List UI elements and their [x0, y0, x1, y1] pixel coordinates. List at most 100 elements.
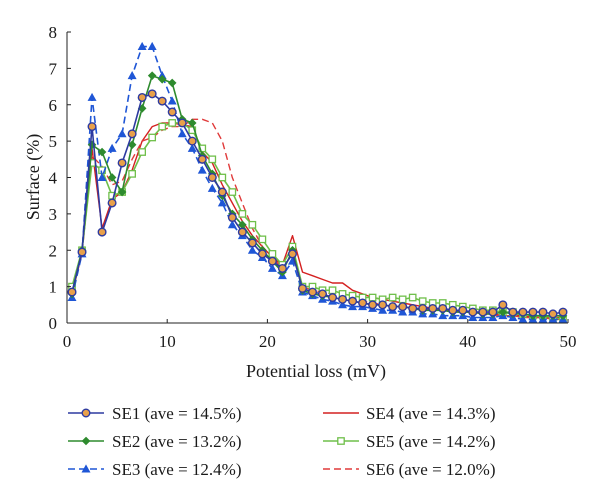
data-point — [208, 155, 217, 164]
data-point — [258, 235, 267, 244]
data-point — [498, 300, 508, 310]
data-point — [197, 154, 207, 164]
y-tick-label: 8 — [49, 23, 58, 42]
data-point — [368, 293, 377, 302]
data-point — [528, 307, 538, 317]
series-layer — [67, 41, 568, 323]
y-tick-label: 2 — [49, 241, 58, 260]
tick-labels: 0 10 20 30 40 50 0 1 2 3 4 5 6 7 8 — [49, 23, 577, 351]
legend-label: SE5 (ave = 14.2%) — [366, 432, 496, 451]
data-point — [238, 210, 247, 218]
data-point — [368, 300, 378, 310]
legend-label: SE4 (ave = 14.3%) — [366, 404, 496, 423]
data-point — [508, 307, 518, 317]
data-point — [338, 300, 348, 309]
data-point — [488, 307, 498, 317]
data-point — [448, 305, 458, 315]
data-point — [228, 188, 237, 196]
legend-swatch-marker — [81, 408, 91, 418]
data-point — [167, 78, 177, 88]
data-point — [207, 183, 217, 192]
series-line — [71, 74, 563, 317]
x-tick-label: 40 — [459, 332, 476, 351]
data-point — [248, 220, 257, 229]
series-line — [71, 93, 564, 315]
data-point — [207, 172, 217, 182]
series-5 — [68, 119, 567, 323]
data-point — [138, 148, 146, 156]
data-point — [227, 220, 237, 229]
data-point — [398, 307, 408, 316]
x-tick-label: 0 — [63, 332, 72, 351]
data-point — [197, 165, 207, 174]
legend-item-se6: SE6 (ave = 12.0%) — [323, 460, 496, 479]
legend-label: SE1 (ave = 14.5%) — [112, 404, 242, 423]
data-point — [408, 293, 417, 302]
legend-label: SE3 (ave = 12.4%) — [112, 460, 242, 479]
data-point — [107, 198, 117, 208]
data-point — [217, 198, 227, 207]
data-point — [97, 147, 107, 157]
data-point — [267, 263, 277, 272]
data-point — [168, 119, 177, 127]
data-point — [548, 309, 558, 319]
y-tick-label: 4 — [49, 169, 58, 188]
data-point — [97, 227, 107, 237]
series-1 — [67, 89, 568, 319]
x-tick-label: 30 — [359, 332, 376, 351]
x-tick-label: 10 — [159, 332, 176, 351]
data-point — [127, 129, 137, 139]
series-line — [71, 45, 563, 321]
data-point — [87, 92, 97, 101]
x-axis-title: Potential loss (mV) — [246, 361, 386, 382]
data-point — [157, 96, 167, 106]
data-point — [277, 263, 287, 273]
y-tick-label: 7 — [49, 59, 58, 78]
data-point — [307, 287, 317, 297]
axes — [66, 31, 569, 324]
data-point — [177, 118, 187, 128]
series-2 — [67, 71, 568, 321]
data-point — [117, 187, 127, 197]
data-point — [187, 143, 197, 152]
y-tick-label: 5 — [49, 132, 58, 151]
data-point — [218, 173, 227, 182]
data-point — [418, 303, 428, 313]
data-point — [498, 307, 508, 317]
data-point — [388, 293, 397, 302]
data-point — [97, 172, 107, 181]
data-point — [257, 249, 267, 259]
data-point — [127, 140, 137, 150]
data-point — [338, 294, 348, 304]
data-point — [187, 136, 197, 146]
data-point — [518, 314, 528, 323]
data-point — [378, 305, 388, 314]
data-point — [428, 303, 438, 313]
series-3 — [67, 41, 568, 323]
data-point — [328, 286, 337, 295]
data-point — [137, 41, 147, 50]
legend-item-se2: SE2 (ave = 13.2%) — [68, 432, 242, 451]
data-point — [468, 312, 478, 321]
data-point — [247, 245, 257, 254]
data-point — [87, 122, 97, 132]
data-point — [67, 287, 77, 297]
data-point — [127, 71, 137, 80]
y-tick-label: 6 — [49, 96, 58, 115]
legend-item-se5: SE5 (ave = 14.2%) — [323, 432, 496, 451]
data-point — [117, 129, 127, 138]
data-point — [147, 41, 157, 50]
data-point — [438, 303, 448, 313]
data-point — [177, 129, 187, 138]
legend: SE1 (ave = 14.5%) SE2 (ave = 13.2%) SE3 (a… — [68, 404, 496, 479]
data-point — [107, 143, 117, 152]
data-point — [147, 71, 157, 80]
legend-label: SE2 (ave = 13.2%) — [112, 432, 242, 451]
legend-swatch-marker — [337, 437, 345, 445]
data-point — [147, 89, 157, 99]
legend-item-se3: SE3 (ave = 12.4%) — [68, 460, 242, 479]
y-tick-label: 0 — [49, 314, 58, 333]
data-point — [267, 256, 277, 266]
data-point — [287, 249, 297, 259]
data-point — [358, 298, 368, 308]
